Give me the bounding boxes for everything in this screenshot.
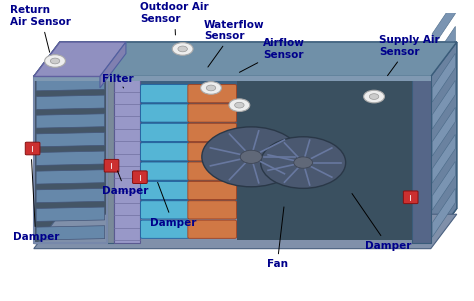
Circle shape	[201, 82, 221, 94]
Circle shape	[202, 127, 301, 187]
Text: Outdoor Air
Sensor: Outdoor Air Sensor	[140, 2, 209, 35]
Polygon shape	[36, 114, 105, 128]
Polygon shape	[36, 151, 105, 166]
Polygon shape	[34, 76, 107, 243]
Polygon shape	[432, 107, 456, 156]
Polygon shape	[36, 188, 105, 203]
Polygon shape	[36, 207, 105, 222]
Circle shape	[50, 58, 60, 64]
Circle shape	[294, 157, 312, 168]
FancyBboxPatch shape	[141, 201, 189, 219]
Circle shape	[261, 137, 346, 188]
Text: Damper: Damper	[102, 171, 149, 196]
Text: Airflow
Sensor: Airflow Sensor	[239, 38, 305, 72]
Polygon shape	[100, 42, 126, 88]
FancyBboxPatch shape	[141, 182, 189, 200]
Text: Waterflow
Sensor: Waterflow Sensor	[204, 20, 264, 67]
Circle shape	[172, 43, 193, 55]
Polygon shape	[36, 95, 105, 110]
Polygon shape	[432, 80, 456, 129]
FancyBboxPatch shape	[25, 142, 40, 155]
Polygon shape	[432, 188, 456, 237]
Circle shape	[369, 94, 379, 99]
Polygon shape	[432, 135, 456, 183]
FancyBboxPatch shape	[403, 191, 418, 203]
Circle shape	[235, 102, 244, 108]
Circle shape	[178, 46, 187, 52]
Text: Damper: Damper	[352, 194, 411, 251]
Polygon shape	[34, 214, 457, 249]
Text: Damper: Damper	[12, 160, 59, 242]
FancyBboxPatch shape	[141, 162, 189, 180]
Polygon shape	[34, 42, 457, 76]
Polygon shape	[34, 42, 126, 76]
FancyBboxPatch shape	[188, 220, 237, 238]
FancyBboxPatch shape	[237, 79, 421, 240]
Text: Damper: Damper	[150, 182, 196, 228]
Polygon shape	[114, 76, 140, 243]
FancyBboxPatch shape	[188, 123, 237, 141]
Text: Return
Air Sensor: Return Air Sensor	[10, 5, 71, 52]
FancyBboxPatch shape	[141, 85, 189, 103]
FancyBboxPatch shape	[188, 162, 237, 180]
Polygon shape	[34, 209, 457, 243]
Polygon shape	[431, 42, 457, 243]
Circle shape	[364, 90, 384, 103]
FancyBboxPatch shape	[188, 143, 237, 161]
Text: Supply Air
Sensor: Supply Air Sensor	[379, 35, 439, 76]
Polygon shape	[36, 76, 105, 91]
FancyBboxPatch shape	[188, 182, 237, 200]
Polygon shape	[34, 76, 431, 81]
Polygon shape	[34, 42, 457, 76]
Polygon shape	[36, 226, 105, 240]
Polygon shape	[36, 132, 105, 147]
FancyBboxPatch shape	[141, 123, 189, 141]
FancyBboxPatch shape	[141, 104, 189, 122]
FancyBboxPatch shape	[188, 85, 237, 103]
Circle shape	[206, 85, 216, 91]
Circle shape	[229, 99, 250, 111]
FancyBboxPatch shape	[141, 143, 189, 161]
FancyBboxPatch shape	[104, 160, 119, 172]
Polygon shape	[432, 26, 456, 75]
FancyBboxPatch shape	[141, 220, 189, 238]
Polygon shape	[36, 170, 105, 184]
Polygon shape	[412, 76, 431, 243]
Polygon shape	[107, 76, 114, 243]
Polygon shape	[34, 76, 431, 243]
Polygon shape	[431, 42, 457, 243]
Circle shape	[240, 150, 262, 163]
FancyBboxPatch shape	[188, 201, 237, 219]
Text: Filter: Filter	[102, 74, 134, 88]
Polygon shape	[432, 161, 456, 210]
Circle shape	[45, 55, 65, 67]
Polygon shape	[432, 0, 456, 48]
Polygon shape	[432, 53, 456, 102]
FancyBboxPatch shape	[188, 104, 237, 122]
Polygon shape	[140, 76, 431, 243]
FancyBboxPatch shape	[133, 171, 147, 184]
Text: Fan: Fan	[267, 207, 288, 269]
